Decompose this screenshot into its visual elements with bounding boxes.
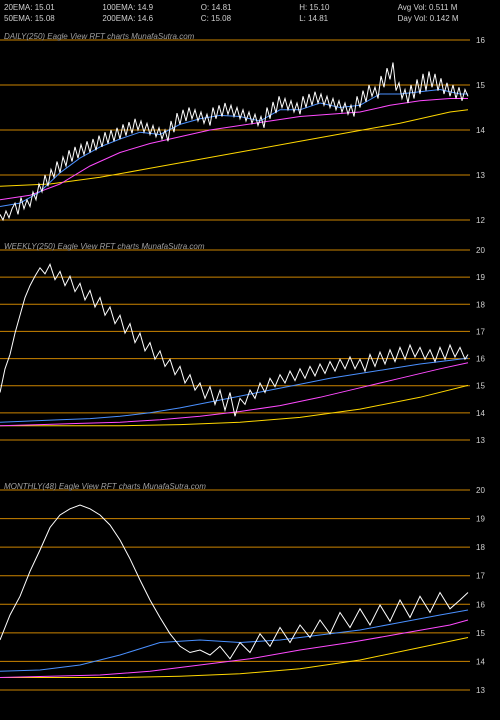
- y-axis-label: 18: [476, 300, 485, 309]
- dayvol-stat: Day Vol: 0.142 M: [398, 13, 496, 24]
- y-axis-label: 15: [476, 81, 485, 90]
- chart-panel-0: DAILY(250) Eagle View RFT charts MunafaS…: [0, 30, 500, 230]
- ema200-stat: 200EMA: 14.6: [102, 13, 200, 24]
- y-axis-label: 14: [476, 126, 485, 135]
- y-axis-label: 20: [476, 486, 485, 495]
- open-stat: O: 14.81: [201, 2, 299, 13]
- chart-svg: 13 14 15 16 17 18 19 20: [0, 240, 500, 450]
- ema200-line: [0, 638, 468, 678]
- y-axis-label: 14: [476, 409, 485, 418]
- chart-panel-1: WEEKLY(250) Eagle View RFT charts Munafa…: [0, 240, 500, 450]
- y-axis-label: 17: [476, 572, 485, 581]
- ema50-line: [0, 620, 468, 678]
- y-axis-label: 15: [476, 382, 485, 391]
- ema50-stat: 50EMA: 15.08: [4, 13, 102, 24]
- chart-title: DAILY(250) Eagle View RFT charts MunafaS…: [4, 32, 194, 41]
- y-axis-label: 19: [476, 273, 485, 282]
- y-axis-label: 14: [476, 657, 485, 666]
- price-line: [0, 63, 468, 221]
- y-axis-label: 19: [476, 515, 485, 524]
- low-stat: L: 14.81: [299, 13, 397, 24]
- chart-title: WEEKLY(250) Eagle View RFT charts Munafa…: [4, 242, 205, 251]
- avgvol-stat: Avg Vol: 0.511 M: [398, 2, 496, 13]
- y-axis-label: 13: [476, 436, 485, 445]
- close-stat: C: 15.08: [201, 13, 299, 24]
- y-axis-label: 20: [476, 246, 485, 255]
- ema50-line: [0, 99, 468, 200]
- y-axis-label: 13: [476, 171, 485, 180]
- price-line: [0, 264, 468, 416]
- y-axis-label: 15: [476, 629, 485, 638]
- y-axis-label: 17: [476, 327, 485, 336]
- ema20-stat: 20EMA: 15.01: [4, 2, 102, 13]
- chart-title: MONTHLY(48) Eagle View RFT charts Munafa…: [4, 482, 206, 491]
- ema20-line: [0, 610, 468, 671]
- price-line: [0, 505, 468, 659]
- ema20-line: [0, 90, 468, 207]
- ema100-stat: 100EMA: 14.9: [102, 2, 200, 13]
- chart-svg: 12 13 14 15 16: [0, 30, 500, 230]
- y-axis-label: 16: [476, 36, 485, 45]
- ema50-line: [0, 363, 468, 426]
- high-stat: H: 15.10: [299, 2, 397, 13]
- chart-panel-2: MONTHLY(48) Eagle View RFT charts Munafa…: [0, 480, 500, 700]
- y-axis-label: 16: [476, 600, 485, 609]
- y-axis-label: 12: [476, 216, 485, 225]
- y-axis-label: 18: [476, 543, 485, 552]
- chart-svg: 13 14 15 16 17 18 19 20: [0, 480, 500, 700]
- y-axis-label: 13: [476, 686, 485, 695]
- stats-header: 20EMA: 15.01 100EMA: 14.9 O: 14.81 H: 15…: [0, 0, 500, 26]
- chart-container: 20EMA: 15.01 100EMA: 14.9 O: 14.81 H: 15…: [0, 0, 500, 720]
- y-axis-label: 16: [476, 355, 485, 364]
